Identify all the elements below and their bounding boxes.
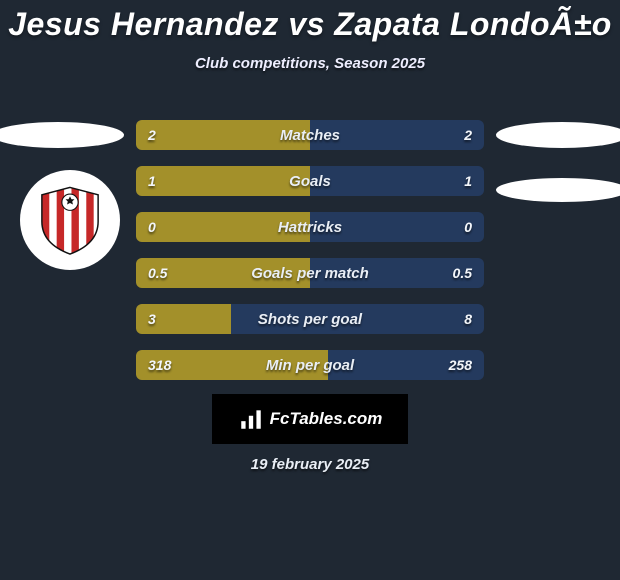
stat-value-right: 0 (464, 212, 472, 242)
comparison-subtitle: Club competitions, Season 2025 (0, 55, 620, 72)
stat-value-right: 8 (464, 304, 472, 334)
stat-value-right: 2 (464, 120, 472, 150)
stat-row: 318258Min per goal (136, 350, 484, 380)
stat-row: 38Shots per goal (136, 304, 484, 334)
chart-icon (238, 406, 264, 432)
stat-bar-right (310, 212, 484, 242)
decor-ellipse-top-right (496, 122, 620, 148)
brand-text: FcTables.com (270, 409, 383, 429)
stat-value-right: 1 (464, 166, 472, 196)
team-badge-left (20, 170, 120, 270)
stat-bar-left (136, 212, 310, 242)
comparison-title: Jesus Hernandez vs Zapata LondoÃ±o (0, 0, 620, 43)
stat-value-right: 0.5 (453, 258, 472, 288)
stat-bar-right (231, 304, 484, 334)
stat-row: 11Goals (136, 166, 484, 196)
stat-bar-right (310, 120, 484, 150)
stat-bar-left (136, 166, 310, 196)
stat-bar-left (136, 120, 310, 150)
team-crest-icon (33, 183, 107, 257)
stats-bars: 22Matches11Goals00Hattricks0.50.5Goals p… (136, 120, 484, 396)
stat-row: 0.50.5Goals per match (136, 258, 484, 288)
comparison-date: 19 february 2025 (0, 456, 620, 473)
decor-ellipse-bottom-right (496, 178, 620, 202)
stat-value-left: 3 (148, 304, 156, 334)
stat-value-right: 258 (449, 350, 472, 380)
stat-value-left: 1 (148, 166, 156, 196)
brand-footer: FcTables.com (212, 394, 408, 444)
stat-value-left: 0.5 (148, 258, 167, 288)
decor-ellipse-top-left (0, 122, 124, 148)
stat-row: 00Hattricks (136, 212, 484, 242)
stat-bar-right (310, 166, 484, 196)
stat-row: 22Matches (136, 120, 484, 150)
stat-value-left: 2 (148, 120, 156, 150)
stat-value-left: 318 (148, 350, 171, 380)
stat-value-left: 0 (148, 212, 156, 242)
